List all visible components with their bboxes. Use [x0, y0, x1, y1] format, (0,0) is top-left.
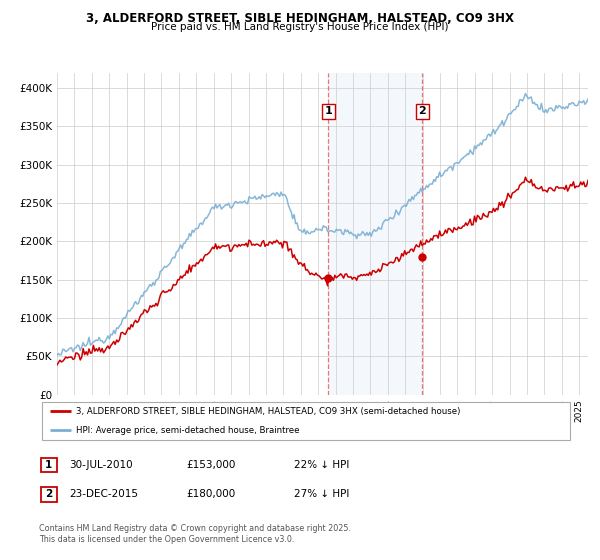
Bar	[41, 458, 57, 473]
Text: 22% ↓ HPI: 22% ↓ HPI	[294, 460, 349, 470]
Text: 3, ALDERFORD STREET, SIBLE HEDINGHAM, HALSTEAD, CO9 3HX (semi-detached house): 3, ALDERFORD STREET, SIBLE HEDINGHAM, HA…	[76, 407, 461, 416]
Text: 2: 2	[418, 106, 426, 116]
Text: 23-DEC-2015: 23-DEC-2015	[69, 489, 138, 499]
Text: Price paid vs. HM Land Registry's House Price Index (HPI): Price paid vs. HM Land Registry's House …	[151, 22, 449, 32]
Text: 1: 1	[325, 106, 332, 116]
Text: £153,000: £153,000	[186, 460, 235, 470]
Text: 1: 1	[45, 460, 53, 470]
Text: 27% ↓ HPI: 27% ↓ HPI	[294, 489, 349, 499]
Text: HPI: Average price, semi-detached house, Braintree: HPI: Average price, semi-detached house,…	[76, 426, 300, 435]
Text: 2: 2	[45, 489, 53, 500]
Text: This data is licensed under the Open Government Licence v3.0.: This data is licensed under the Open Gov…	[39, 535, 295, 544]
Bar	[41, 487, 57, 502]
Bar	[328, 73, 422, 395]
Text: 30-JUL-2010: 30-JUL-2010	[69, 460, 133, 470]
Text: Contains HM Land Registry data © Crown copyright and database right 2025.: Contains HM Land Registry data © Crown c…	[39, 524, 351, 533]
Text: £180,000: £180,000	[186, 489, 235, 499]
Text: 3, ALDERFORD STREET, SIBLE HEDINGHAM, HALSTEAD, CO9 3HX: 3, ALDERFORD STREET, SIBLE HEDINGHAM, HA…	[86, 12, 514, 25]
